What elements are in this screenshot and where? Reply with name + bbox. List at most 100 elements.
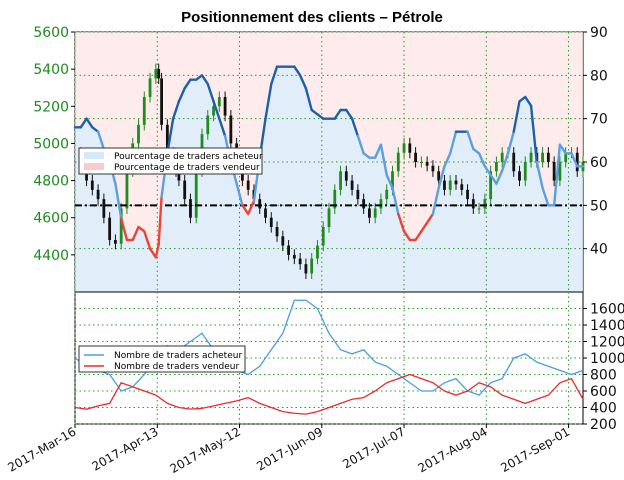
- x-tick-label: 2017-Aug-04: [416, 424, 490, 475]
- candle-body: [114, 240, 117, 244]
- candle-body: [304, 264, 308, 274]
- percentage-segment: [489, 173, 498, 185]
- percentage-segment: [218, 117, 227, 138]
- chart-title: Positionnement des clients – Pétrole: [181, 9, 443, 26]
- bottom-right-tick-label: 1600: [590, 302, 624, 318]
- x-tick-label: 2017-Apr-13: [89, 424, 160, 473]
- bottom-right-tick-label: 800: [590, 368, 617, 384]
- percentage-segment: [558, 143, 567, 155]
- top-panel: 4400 4600 4800 5000 5200 5400 5600 40 50 60 70 80 9…: [33, 25, 608, 293]
- left-tick-label: 5200: [33, 99, 69, 115]
- candle-body: [321, 227, 325, 246]
- candle-body: [477, 208, 481, 210]
- bottom-right-tick-label: 200: [590, 417, 617, 433]
- candle-body: [512, 152, 516, 172]
- candle-body: [350, 180, 354, 190]
- candle-body: [431, 165, 435, 172]
- candle-body: [137, 124, 140, 144]
- legend-swatch-vendeur: [84, 163, 104, 170]
- candle-body: [217, 97, 221, 107]
- percentage-segment: [298, 74, 308, 90]
- candle-body: [419, 162, 423, 163]
- candle-body: [165, 124, 169, 153]
- left-axis: 4400 4600 4800 5000 5200 5400 5600: [33, 25, 75, 264]
- candle-body: [206, 115, 210, 135]
- percentage-segment: [154, 243, 160, 259]
- percentage-segment: [500, 152, 510, 172]
- candle-body: [246, 180, 250, 190]
- percentage-segment: [506, 130, 515, 155]
- percentage-segment: [85, 117, 94, 129]
- legend-top-box: [78, 147, 263, 175]
- candle-body: [471, 199, 475, 209]
- percentage-segment: [379, 143, 388, 177]
- candle-body: [414, 152, 417, 162]
- candle-body: [564, 152, 568, 162]
- percentage-segment: [206, 82, 215, 103]
- candle-body: [356, 189, 360, 200]
- vendeur-area: [75, 32, 583, 258]
- candle-body: [391, 171, 394, 190]
- percentage-segment: [495, 169, 504, 185]
- legend-swatch-acheteur: [84, 152, 104, 159]
- percentage-segment: [552, 143, 562, 207]
- right-tick-label: 70: [590, 112, 608, 128]
- percentage-segment: [316, 113, 325, 120]
- candle-body: [466, 189, 469, 200]
- percentage-segment: [148, 247, 158, 259]
- left-tick-label: 4600: [33, 211, 69, 227]
- percentage-segment: [264, 82, 273, 120]
- candle-body: [183, 180, 187, 200]
- bottom-right-tick-label: 400: [590, 401, 617, 417]
- candle-body: [194, 171, 198, 218]
- candle-body: [523, 162, 527, 181]
- percentage-segment: [333, 108, 342, 120]
- percentage-segment: [385, 173, 394, 190]
- candle-body: [558, 162, 562, 181]
- percentage-segment: [535, 160, 544, 190]
- percentage-segment: [137, 225, 146, 233]
- percentage-segment: [477, 152, 487, 168]
- candle-body: [339, 171, 342, 190]
- x-tick-label: 2017-Mar-16: [5, 424, 78, 474]
- legend-bottom-box: [78, 345, 246, 373]
- candle-body: [396, 152, 400, 172]
- candle-body: [362, 199, 366, 209]
- percentage-segment: [304, 87, 313, 112]
- candle-body: [119, 208, 123, 244]
- candle-body: [344, 171, 348, 181]
- percentage-segment: [373, 143, 383, 159]
- right-tick-label: 80: [590, 68, 608, 84]
- candle-body: [298, 258, 302, 265]
- percentage-segment: [91, 126, 100, 133]
- right-tick-label: 60: [590, 155, 608, 171]
- candle-body: [379, 199, 383, 209]
- candle-body: [316, 245, 319, 259]
- candle-body: [275, 227, 279, 237]
- percentage-segment: [420, 221, 429, 233]
- percentage-segment: [443, 152, 452, 168]
- percentage-segment: [143, 230, 152, 250]
- percentage-segment: [119, 217, 129, 242]
- candle-body: [310, 258, 314, 274]
- candle-body: [541, 152, 544, 162]
- percentage-segment: [431, 186, 440, 216]
- percentage-segment: [79, 117, 88, 129]
- candle-body: [368, 208, 371, 218]
- percentage-segment: [512, 100, 521, 133]
- candle-body: [154, 69, 158, 79]
- x-tick-label: 2017-Jul-07: [340, 424, 407, 471]
- legend-top: Pourcentage de traders acheteur Pourcent…: [78, 147, 263, 175]
- candle-body: [189, 199, 192, 218]
- percentage-segment: [437, 165, 446, 190]
- x-tick-label: 2017-May-12: [168, 424, 243, 476]
- candle-body: [96, 189, 100, 200]
- candle-body: [269, 217, 273, 227]
- candle-body: [408, 143, 412, 153]
- percentage-segment: [212, 100, 221, 120]
- candle-body: [287, 245, 290, 255]
- candle-body: [212, 106, 215, 116]
- right-tick-label: 90: [590, 25, 608, 41]
- candle-body: [546, 152, 550, 162]
- percentage-segment: [310, 108, 319, 116]
